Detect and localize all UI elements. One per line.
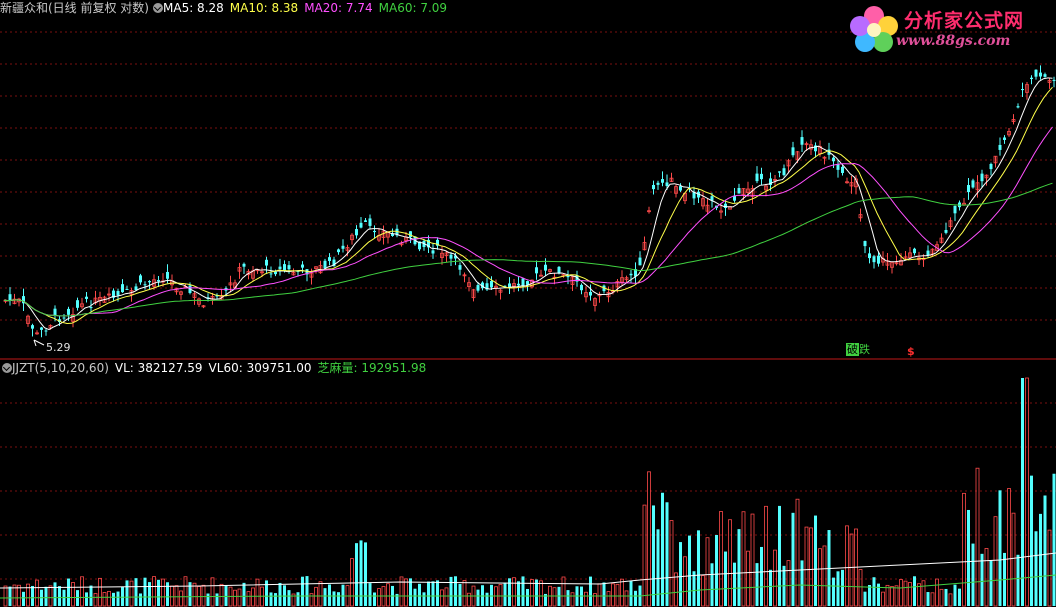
low-price-label: 5.29 — [46, 341, 71, 354]
ma-lines — [3, 77, 1053, 331]
site-logo: 分析家公式网 www.88gs.com — [848, 2, 1048, 58]
signal-marker-break: 破跌 — [846, 343, 870, 356]
logo-url: www.88gs.com — [896, 33, 1011, 49]
vl-value: VL: 382127.59 — [114, 361, 203, 375]
signal-marker-dollar: $ — [907, 345, 915, 358]
indicator-title: JJZT(5,10,20,60) — [12, 361, 109, 375]
volume-lines — [0, 552, 1056, 599]
volume-panel-header: JJZT(5,10,20,60) VL: 382127.59 VL60: 30975… — [0, 361, 426, 375]
low-annotation — [33, 339, 45, 347]
flower-logo-icon — [850, 6, 898, 52]
options-icon[interactable] — [153, 3, 163, 13]
zhima-value: 芝麻量: 192951.98 — [317, 361, 427, 375]
price-panel-header: 新疆众和(日线 前复权 对数) MA5: 8.28 MA10: 8.38 MA20: … — [0, 1, 447, 15]
signal-fall-char: 跌 — [859, 343, 870, 356]
ma20-value: MA20: 7.74 — [304, 1, 373, 15]
signal-break-char: 破 — [846, 343, 859, 356]
vl60-value: VL60: 309751.00 — [208, 361, 312, 375]
ma60-value: MA60: 7.09 — [378, 1, 448, 15]
ma5-value: MA5: 8.28 — [163, 1, 224, 15]
volume-bars — [3, 377, 1056, 607]
logo-title: 分析家公式网 — [904, 10, 1025, 32]
price-grid — [0, 31, 1056, 580]
candles — [3, 65, 1056, 338]
volume-options-icon[interactable] — [2, 363, 12, 373]
ma10-value: MA10: 8.38 — [229, 1, 299, 15]
stock-title: 新疆众和(日线 前复权 对数) — [0, 1, 149, 15]
